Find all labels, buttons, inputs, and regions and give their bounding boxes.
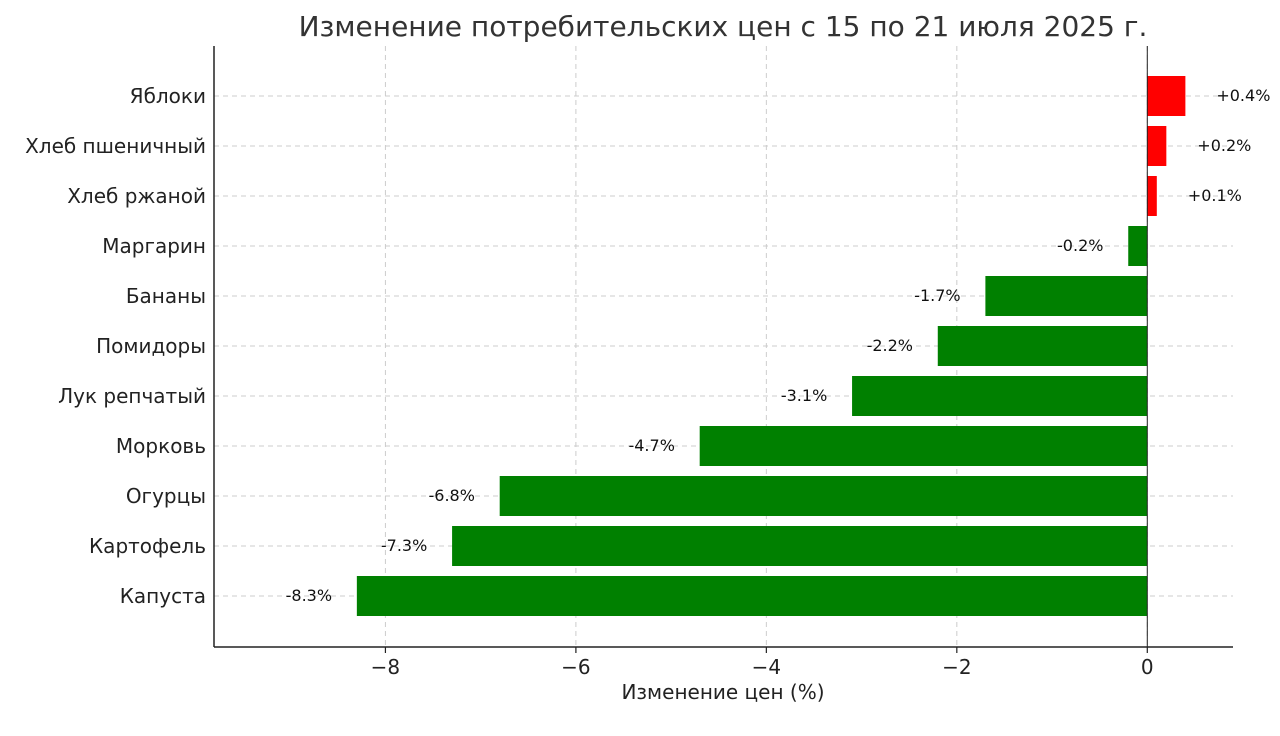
value-label: -3.1% — [781, 386, 827, 405]
category-label: Лук репчатый — [58, 384, 206, 408]
value-label: +0.4% — [1216, 86, 1270, 105]
category-label: Хлеб ржаной — [67, 184, 206, 208]
bar — [1147, 176, 1157, 216]
x-tick-label: −6 — [561, 655, 590, 679]
value-label: -8.3% — [286, 586, 332, 605]
value-labels: +0.4% +0.2% +0.1% -0.2% -1.7% -2.2% -3.1% -4.7%… — [286, 86, 1271, 605]
bar — [852, 376, 1148, 416]
value-label: -0.2% — [1057, 236, 1103, 255]
bar — [937, 326, 1148, 366]
category-label: Хлеб пшеничный — [25, 134, 206, 158]
category-label: Бананы — [126, 284, 206, 308]
value-label: +0.2% — [1197, 136, 1251, 155]
x-axis-ticks: −8 −6 −4 −2 0 — [371, 647, 1154, 679]
category-label: Маргарин — [102, 234, 206, 258]
value-label: -2.2% — [867, 336, 913, 355]
x-tick-label: −2 — [942, 655, 971, 679]
value-label: -4.7% — [628, 436, 674, 455]
category-label: Огурцы — [126, 484, 206, 508]
chart-title: Изменение потребительских цен с 15 по 21… — [299, 10, 1148, 43]
category-labels: Яблоки Хлеб пшеничный Хлеб ржаной Маргарин Б… — [25, 84, 206, 608]
category-label: Картофель — [89, 534, 206, 558]
category-label: Помидоры — [96, 334, 206, 358]
x-tick-label: 0 — [1141, 655, 1154, 679]
bar — [699, 426, 1148, 466]
category-label: Капуста — [120, 584, 206, 608]
x-axis-label: Изменение цен (%) — [621, 680, 824, 704]
bar — [1128, 226, 1148, 266]
bars — [356, 76, 1186, 616]
bar — [452, 526, 1148, 566]
value-label: -7.3% — [381, 536, 427, 555]
category-label: Морковь — [116, 434, 206, 458]
category-label: Яблоки — [130, 84, 206, 108]
value-label: +0.1% — [1188, 186, 1242, 205]
value-label: -6.8% — [428, 486, 474, 505]
x-tick-label: −8 — [371, 655, 400, 679]
x-tick-label: −4 — [752, 655, 781, 679]
bar — [1147, 76, 1186, 116]
value-label: -1.7% — [914, 286, 960, 305]
bar — [1147, 126, 1167, 166]
bar — [356, 576, 1148, 616]
bar — [499, 476, 1148, 516]
bar — [985, 276, 1148, 316]
